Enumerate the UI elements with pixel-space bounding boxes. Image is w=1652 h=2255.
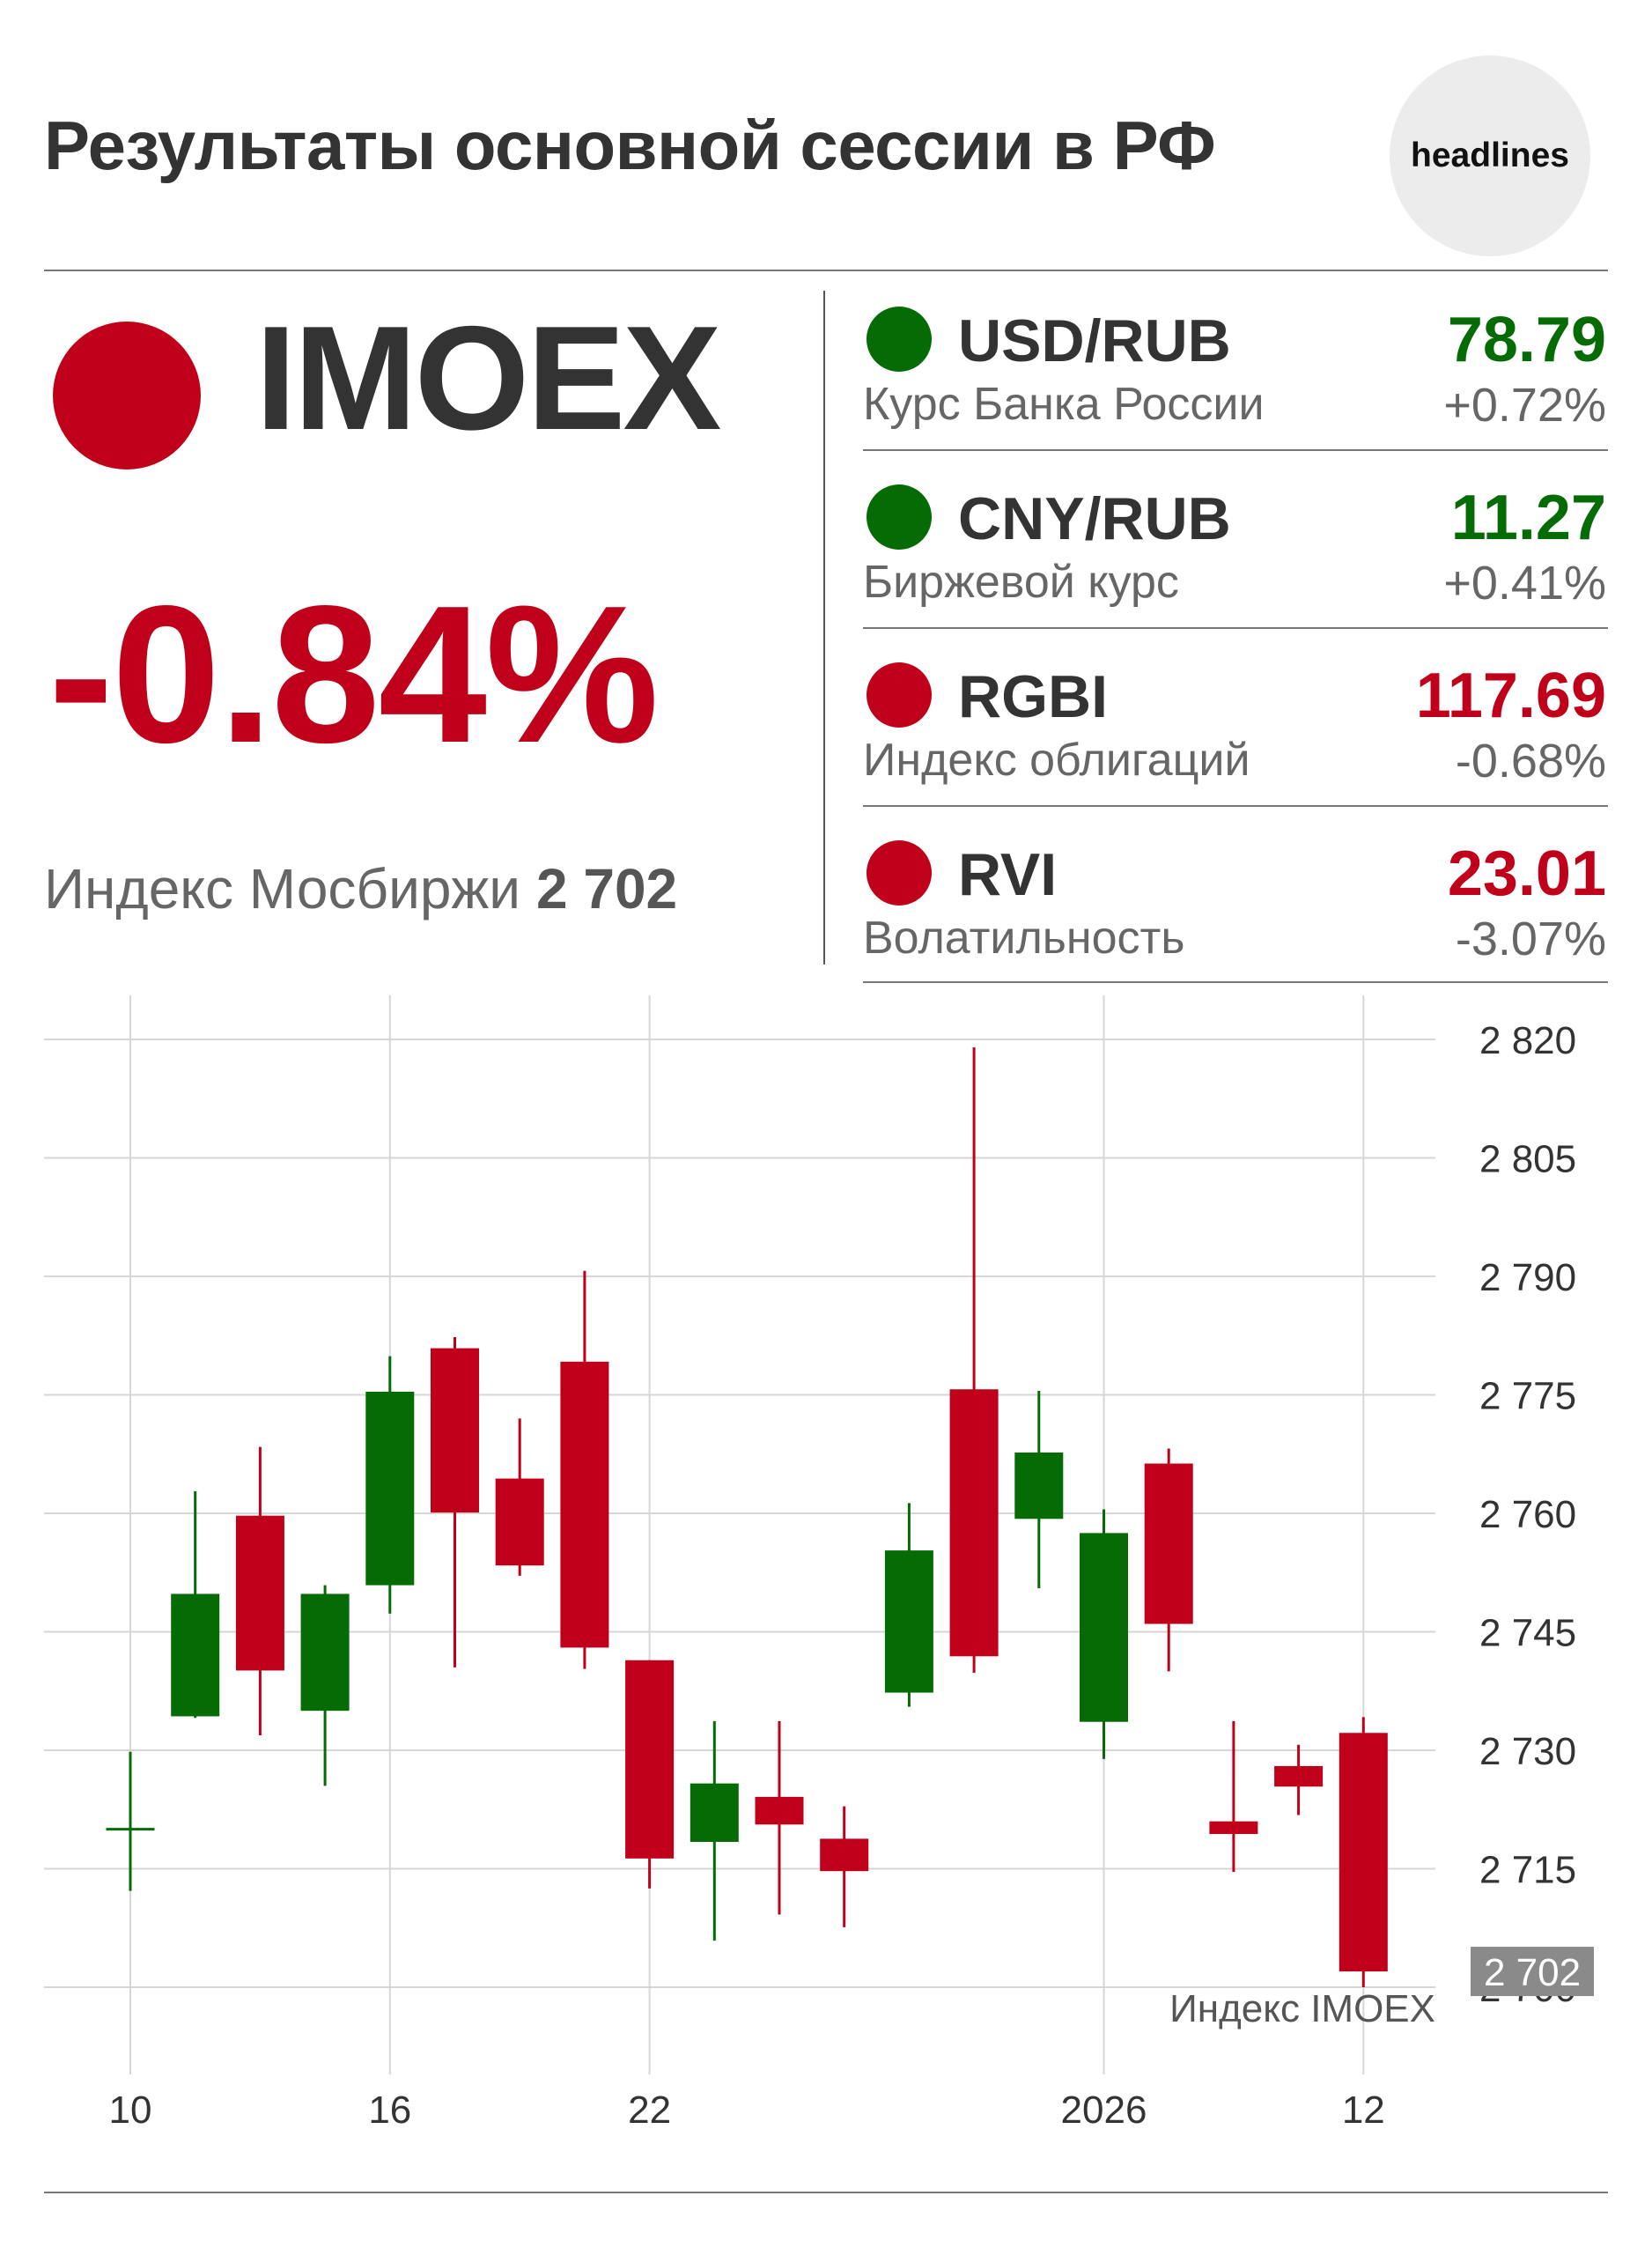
quote-direction-dot: [867, 307, 932, 372]
candle-body: [560, 1361, 609, 1648]
quote-subtitle: Волатильность: [863, 913, 1185, 964]
quote-divider: [863, 981, 1608, 983]
y-tick-label: 2 745: [1479, 1612, 1576, 1655]
x-tick-label: 22: [628, 2089, 671, 2132]
quote-direction-dot: [867, 662, 932, 728]
quote-change: +0.72%: [1443, 379, 1606, 432]
candle-body: [171, 1593, 220, 1717]
y-tick-label: 2 790: [1479, 1256, 1576, 1299]
quote-subtitle: Курс Банка России: [863, 379, 1265, 430]
imoex-value: 2 702: [535, 857, 678, 920]
quote-divider: [863, 627, 1608, 629]
candle-body: [1209, 1821, 1258, 1835]
candle-body: [235, 1515, 284, 1671]
quote-value: 11.27: [1450, 483, 1606, 553]
x-tick-label: 12: [1342, 2089, 1385, 2132]
panel-divider: [823, 291, 825, 965]
candle-body: [690, 1783, 739, 1843]
header-divider: [44, 270, 1608, 271]
logo-text: headlines: [1411, 137, 1569, 174]
quote-name: USD/RUB: [958, 307, 1231, 374]
last-value-label: 2 702: [1484, 1951, 1581, 1994]
x-tick-label: 16: [368, 2089, 411, 2132]
imoex-change: -0.84%: [48, 566, 659, 784]
y-tick-label: 2 715: [1479, 1849, 1576, 1892]
footer-divider: [44, 2192, 1608, 2193]
quote-change: -3.07%: [1455, 913, 1606, 965]
y-tick-label: 2 820: [1479, 1019, 1576, 1062]
x-tick-label: 2026: [1061, 2089, 1147, 2132]
x-tick-label: 10: [109, 2089, 152, 2132]
candle-body: [755, 1796, 804, 1825]
imoex-name: IMOEX: [255, 295, 721, 461]
candle-body: [365, 1391, 415, 1586]
quote-value: 78.79: [1447, 305, 1606, 375]
candle-body: [1339, 1733, 1388, 1972]
candle-body: [1080, 1533, 1128, 1722]
imoex-candlestick-chart: 2 820 2 805 2 790 2 775 2 760 2 745 2 730 2 715…: [44, 995, 1594, 2132]
y-tick-label: 2 730: [1479, 1730, 1576, 1773]
imoex-caption: Индекс Мосбиржи 2 702: [44, 856, 677, 921]
imoex-direction-dot: [53, 322, 201, 469]
quote-direction-dot: [867, 840, 932, 906]
quote-name: RVI: [958, 841, 1058, 908]
quote-change: -0.68%: [1455, 735, 1606, 787]
series-label: Индекс IMOEX: [1169, 1987, 1435, 2030]
headlines-logo: headlines: [1390, 55, 1590, 256]
candle-body: [625, 1660, 675, 1859]
candle-body: [495, 1478, 544, 1566]
quote-name: RGBI: [958, 663, 1108, 730]
candle-body: [884, 1550, 933, 1693]
quote-divider: [863, 449, 1608, 451]
quote-subtitle: Индекс облигаций: [863, 735, 1250, 786]
y-tick-label: 2 805: [1479, 1138, 1576, 1181]
candle-body: [431, 1348, 479, 1513]
quote-change: +0.41%: [1443, 557, 1606, 610]
quote-subtitle: Биржевой курс: [863, 557, 1179, 608]
y-tick-label: 2 760: [1479, 1493, 1576, 1536]
last-value-badge: [1471, 1947, 1594, 1997]
quote-value: 23.01: [1447, 839, 1606, 909]
candle-body: [949, 1389, 999, 1657]
page-title: Результаты основной сессии в РФ: [44, 107, 1216, 184]
quote-divider: [863, 805, 1608, 807]
candle-body: [1274, 1765, 1324, 1787]
candle-body: [300, 1593, 350, 1712]
candle-body: [1144, 1463, 1193, 1624]
quote-value: 117.69: [1415, 661, 1606, 731]
candle-body: [820, 1838, 869, 1872]
quote-name: CNY/RUB: [958, 485, 1231, 552]
imoex-caption-label: Индекс Мосбиржи: [44, 857, 520, 920]
y-tick-label: 2 775: [1479, 1375, 1576, 1418]
quote-direction-dot: [867, 484, 932, 550]
candle-body: [1014, 1452, 1064, 1519]
